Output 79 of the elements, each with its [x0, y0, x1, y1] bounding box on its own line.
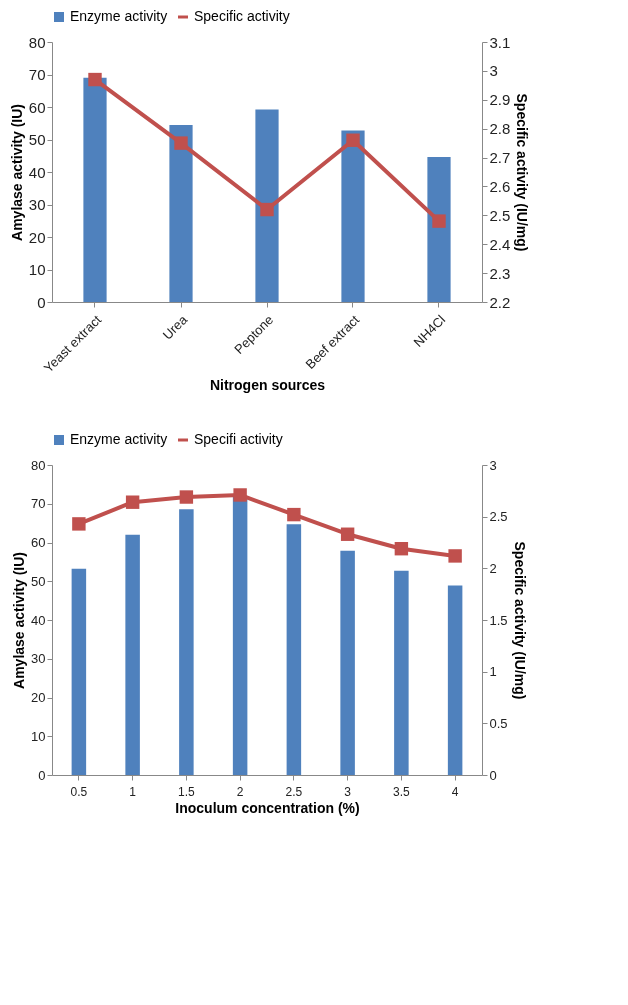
- y2-tick-label: 2.5: [489, 206, 511, 224]
- y-axis-title: Amylase activity (IU): [11, 552, 28, 689]
- x-tick-label: 3.5: [393, 784, 411, 799]
- point: [394, 541, 409, 556]
- legend-label: Specifi activity: [194, 431, 283, 447]
- legend-label: Enzyme activity: [70, 8, 168, 24]
- y-tick-label: 20: [31, 690, 46, 705]
- point: [174, 136, 188, 150]
- y-tick-label: 20: [28, 228, 46, 246]
- x-axis-title: Nitrogen sources: [209, 377, 326, 394]
- x-tick-label: 1: [129, 784, 137, 799]
- bar: [179, 509, 194, 775]
- y-tick-label: 70: [28, 66, 46, 83]
- y2-tick-label: 2: [489, 560, 497, 576]
- y2-axis-title: Specific activity (IU/mg): [511, 541, 528, 700]
- y2-tick-label: 3: [489, 62, 498, 80]
- y-tick-label: 80: [28, 33, 46, 51]
- legend-label: Specific activity: [194, 8, 290, 24]
- y-tick-label: 50: [28, 131, 46, 148]
- y-tick-label: 40: [31, 612, 46, 628]
- y-tick-label: 40: [28, 163, 46, 181]
- x-tick-label: 2.5: [285, 784, 303, 799]
- bar: [394, 570, 409, 775]
- y2-tick-label: 2.3: [489, 264, 511, 282]
- y-tick-label: 30: [28, 196, 46, 213]
- bar: [125, 534, 140, 775]
- y2-tick-label: 2.4: [489, 235, 511, 253]
- y2-tick-label: 3.1: [489, 33, 511, 51]
- y-tick-label: 0: [37, 293, 46, 311]
- x-axis-title: Inoculum concentration (%): [175, 799, 360, 816]
- y-axis-title: Amylase activity (IU): [8, 104, 25, 241]
- y2-tick-label: 2.6: [489, 177, 511, 195]
- y2-tick-label: 1: [489, 664, 497, 680]
- y2-tick-label: 2.8: [489, 120, 511, 138]
- bar: [340, 550, 355, 775]
- y2-axis-title: Specific activity (IU/mg): [514, 93, 531, 252]
- x-tick-label: 4: [451, 784, 459, 799]
- bar: [83, 77, 107, 302]
- y2-tick-label: 0: [489, 767, 497, 783]
- x-tick-label: 2: [236, 784, 244, 799]
- bar: [255, 109, 279, 302]
- y-tick-label: 80: [31, 457, 46, 473]
- y-tick-label: 60: [28, 98, 46, 116]
- y2-tick-label: 2.2: [489, 293, 511, 311]
- bar: [427, 157, 451, 302]
- bar: [169, 124, 193, 302]
- legend-label: Enzyme activity: [70, 431, 168, 447]
- y2-tick-label: 3: [489, 457, 497, 473]
- y-tick-label: 50: [31, 573, 46, 589]
- bar: [286, 524, 302, 775]
- y2-tick-label: 2.7: [489, 149, 511, 167]
- point: [346, 133, 360, 147]
- bar: [71, 568, 87, 775]
- point: [233, 488, 247, 502]
- x-tick-label: 1.5: [178, 784, 196, 799]
- point: [125, 495, 140, 509]
- point: [287, 507, 301, 522]
- y-tick-label: 10: [28, 261, 46, 278]
- x-tick-label: 0.5: [70, 784, 88, 799]
- point: [432, 214, 446, 228]
- point: [260, 202, 274, 217]
- y-tick-label: 0: [38, 767, 46, 783]
- point: [179, 490, 194, 504]
- point: [88, 72, 102, 87]
- x-tick-label: 3: [344, 784, 352, 799]
- point: [448, 549, 462, 563]
- point: [340, 527, 355, 541]
- y2-tick-label: 2.9: [489, 91, 511, 109]
- y2-tick-label: 2.5: [489, 509, 508, 525]
- y-tick-label: 10: [31, 728, 46, 744]
- y-tick-label: 30: [31, 651, 46, 667]
- bar: [447, 585, 463, 775]
- x-tick-label: Urea: [159, 311, 191, 343]
- y2-tick-label: 1.5: [489, 612, 508, 628]
- y-tick-label: 60: [31, 535, 46, 550]
- point: [72, 517, 86, 531]
- y-tick-label: 70: [31, 496, 46, 512]
- bar: [341, 130, 365, 302]
- y2-tick-label: 0.5: [489, 715, 508, 731]
